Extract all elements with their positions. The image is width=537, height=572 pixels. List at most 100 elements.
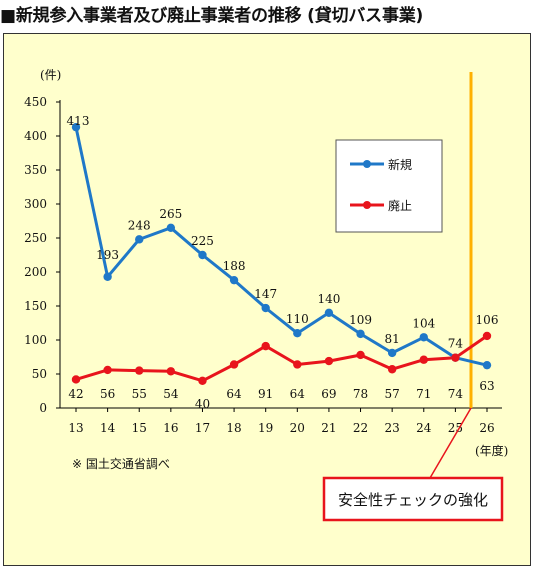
data-label: 54 (163, 387, 179, 401)
data-label: 110 (286, 312, 309, 326)
data-label: 63 (479, 379, 494, 393)
data-point (324, 308, 334, 317)
data-label: 140 (317, 292, 340, 306)
data-label: 81 (385, 332, 400, 346)
x-tick-label: 23 (385, 421, 400, 435)
data-label: 57 (385, 387, 400, 401)
legend-swatch-point (363, 201, 371, 209)
data-point (166, 367, 176, 376)
data-label: 74 (448, 337, 464, 351)
y-tick-labels: 0 50 100 150 200 250 300 350 400 450 (24, 95, 47, 415)
x-axis-label: (年度) (475, 443, 508, 458)
x-tick-label: 19 (258, 421, 273, 435)
x-tick-label: 16 (163, 421, 178, 435)
data-label: 69 (321, 387, 336, 401)
data-label: 225 (191, 234, 214, 248)
y-tick-label: 150 (24, 299, 47, 313)
data-point (324, 356, 334, 366)
data-label: 78 (353, 387, 368, 401)
data-point (419, 355, 428, 364)
data-label: 40 (195, 397, 210, 411)
data-label: 104 (412, 316, 435, 330)
series-line-closed (75, 334, 488, 383)
x-tick-labels: 13 14 15 16 17 18 19 20 21 22 23 24 25 26 (68, 421, 494, 435)
x-tick-label: 20 (290, 421, 305, 435)
x-tick-label: 21 (321, 421, 336, 435)
data-point (71, 375, 81, 384)
callout-connector (429, 407, 472, 479)
data-point (135, 235, 144, 244)
data-point (166, 223, 176, 232)
data-label: 106 (476, 313, 499, 327)
series-lines (74, 126, 488, 383)
data-point (451, 353, 460, 362)
data-label: 193 (96, 248, 119, 262)
data-point (103, 365, 112, 375)
data-point (229, 275, 239, 285)
callout-box: 安全性チェックの強化 (322, 407, 504, 522)
data-point (293, 360, 302, 369)
data-point (482, 360, 492, 370)
y-tick-label: 450 (24, 95, 47, 109)
y-tick-label: 200 (24, 265, 47, 279)
y-tick-label: 100 (24, 333, 47, 347)
callout-text: 安全性チェックの強化 (338, 491, 488, 509)
data-point (387, 348, 397, 358)
legend-label: 廃止 (388, 198, 412, 213)
y-tick-label: 0 (39, 401, 47, 415)
series-line-new (74, 126, 488, 367)
data-points (71, 122, 492, 385)
legend-label: 新規 (388, 157, 412, 172)
data-point (387, 365, 397, 374)
y-axis-label: (件) (40, 68, 61, 82)
data-point (103, 272, 112, 281)
x-tick-label: 13 (68, 421, 83, 435)
data-label: 413 (67, 114, 90, 128)
y-tick-label: 300 (24, 197, 47, 211)
data-point (293, 329, 302, 338)
data-point (419, 333, 428, 342)
data-point (261, 303, 270, 313)
data-label: 64 (226, 387, 242, 401)
x-tick-label: 15 (132, 421, 147, 435)
legend-box (335, 139, 443, 233)
data-point (135, 366, 144, 375)
source-note: ※ 国土交通省調べ (72, 456, 170, 471)
data-label: 147 (254, 287, 277, 301)
x-tick-label: 22 (353, 421, 368, 435)
data-labels: 413 193 248 265 225 188 147 110 140 109 81 104 74 63 4… (67, 114, 499, 411)
y-tick-label: 50 (32, 367, 47, 381)
x-tick-label: 24 (416, 421, 432, 435)
data-label: 248 (128, 218, 151, 232)
data-label: 74 (448, 387, 464, 401)
data-label: 42 (68, 387, 83, 401)
x-tick-label: 17 (195, 421, 210, 435)
data-label: 64 (290, 387, 306, 401)
data-label: 265 (159, 207, 182, 221)
data-point (356, 350, 365, 360)
x-tick-label: 14 (100, 421, 116, 435)
legend-swatch-point (363, 160, 371, 168)
data-point (71, 122, 81, 132)
data-point (261, 341, 270, 351)
data-point (482, 331, 492, 341)
data-label: 91 (258, 387, 273, 401)
data-label: 56 (100, 387, 115, 401)
data-label: 188 (223, 259, 246, 273)
x-tick-label: 26 (479, 421, 494, 435)
y-tick-label: 350 (24, 163, 47, 177)
chart-axes (56, 100, 502, 412)
y-tick-label: 400 (24, 129, 47, 143)
callout-border (322, 476, 504, 522)
data-point (229, 360, 239, 369)
page-title: ■新規参入事業者及び廃止事業者の推移 (貸切バス事業) (0, 6, 424, 26)
y-tick-label: 250 (24, 231, 47, 245)
data-label: 55 (132, 387, 147, 401)
data-point (198, 250, 207, 260)
data-point (198, 376, 207, 385)
x-tick-label: 18 (226, 421, 241, 435)
data-label: 109 (349, 313, 372, 327)
data-label: 71 (416, 387, 431, 401)
